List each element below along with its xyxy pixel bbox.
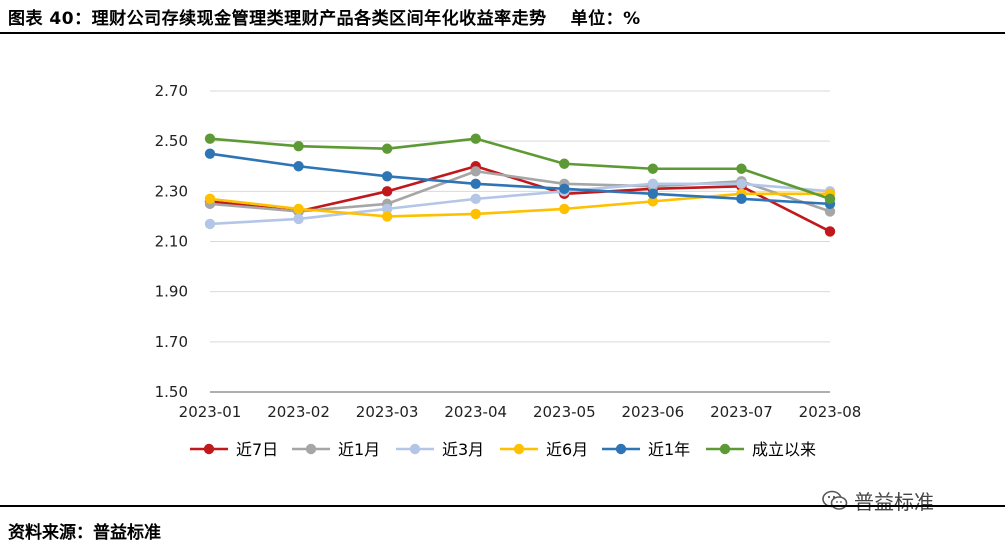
unit-label: 单位：% (570, 9, 641, 29)
y-tick-label: 1.90 (155, 283, 188, 301)
x-tick-label: 2023-07 (710, 403, 773, 421)
data-point (293, 213, 304, 225)
data-point (470, 193, 481, 205)
x-tick-label: 2023-06 (622, 403, 685, 421)
legend-label: 成立以来 (752, 440, 816, 459)
legend-swatch-marker (615, 443, 627, 455)
series-line (209, 164, 831, 233)
legend-swatch-marker (305, 443, 317, 455)
data-point (381, 203, 393, 215)
x-tick-label: 2023-04 (444, 403, 507, 421)
wechat-icon (822, 490, 848, 512)
top-rule (0, 32, 1005, 34)
y-tick-label: 1.50 (155, 383, 188, 401)
title-text: 图表 40：理财公司存续现金管理类理财产品各类区间年化收益率走势 (8, 9, 547, 29)
data-point (736, 178, 747, 190)
legend-label: 近6月 (546, 440, 588, 459)
data-point (824, 206, 836, 217)
y-tick-label: 2.50 (155, 132, 188, 150)
data-point (204, 193, 216, 205)
y-tick-label: 2.70 (155, 82, 188, 100)
legend-swatch-marker (719, 443, 731, 455)
series-line (209, 182, 831, 226)
y-tick-label: 2.30 (155, 182, 188, 200)
x-tick-label: 2023-03 (356, 403, 419, 421)
watermark: 普益标准 (822, 486, 934, 515)
data-point (381, 171, 393, 182)
x-tick-label: 2023-01 (179, 403, 242, 421)
bottom-rule (0, 505, 1005, 507)
x-tick-label: 2023-02 (267, 403, 330, 421)
data-point (204, 148, 216, 159)
legend-label: 近1月 (338, 440, 380, 459)
legend-swatch-marker (409, 443, 421, 455)
data-point (559, 183, 570, 195)
series-line (209, 152, 831, 206)
x-tick-label: 2023-08 (799, 403, 862, 421)
data-point (381, 186, 393, 197)
data-point (559, 203, 570, 215)
data-point (559, 158, 570, 169)
data-point (736, 193, 747, 205)
data-point (204, 218, 216, 230)
source-note: 资料来源：普益标准 (8, 523, 161, 543)
data-point (647, 178, 659, 190)
legend-label: 近3月 (442, 440, 484, 459)
legend-swatch-marker (203, 443, 215, 455)
y-tick-label: 2.10 (155, 233, 188, 251)
data-point (470, 208, 481, 220)
data-point (204, 133, 216, 144)
x-tick-label: 2023-05 (533, 403, 596, 421)
data-point (381, 211, 393, 222)
chart-title: 图表 40：理财公司存续现金管理类理财产品各类区间年化收益率走势 单位：% (8, 4, 641, 29)
data-point (470, 166, 481, 177)
legend-label: 近1年 (648, 440, 690, 459)
data-point (293, 140, 304, 152)
y-tick-label: 1.70 (155, 333, 188, 351)
data-point (647, 188, 659, 200)
data-point (381, 143, 393, 154)
data-point (736, 163, 747, 174)
data-point (293, 203, 304, 215)
data-point (647, 163, 659, 174)
series-line (209, 192, 830, 218)
data-point (293, 161, 304, 172)
legend-label: 近7日 (236, 440, 278, 459)
data-point (470, 178, 481, 190)
series-line (209, 137, 831, 201)
watermark-text: 普益标准 (854, 490, 934, 514)
data-point (824, 193, 836, 205)
data-point (647, 196, 659, 207)
data-point (824, 226, 836, 237)
line-chart: 2.70 2.50 2.30 2.10 1.90 1.70 1.50 2023-01 2023-… (155, 82, 862, 459)
data-point (470, 133, 481, 144)
legend-swatch-marker (513, 443, 525, 455)
